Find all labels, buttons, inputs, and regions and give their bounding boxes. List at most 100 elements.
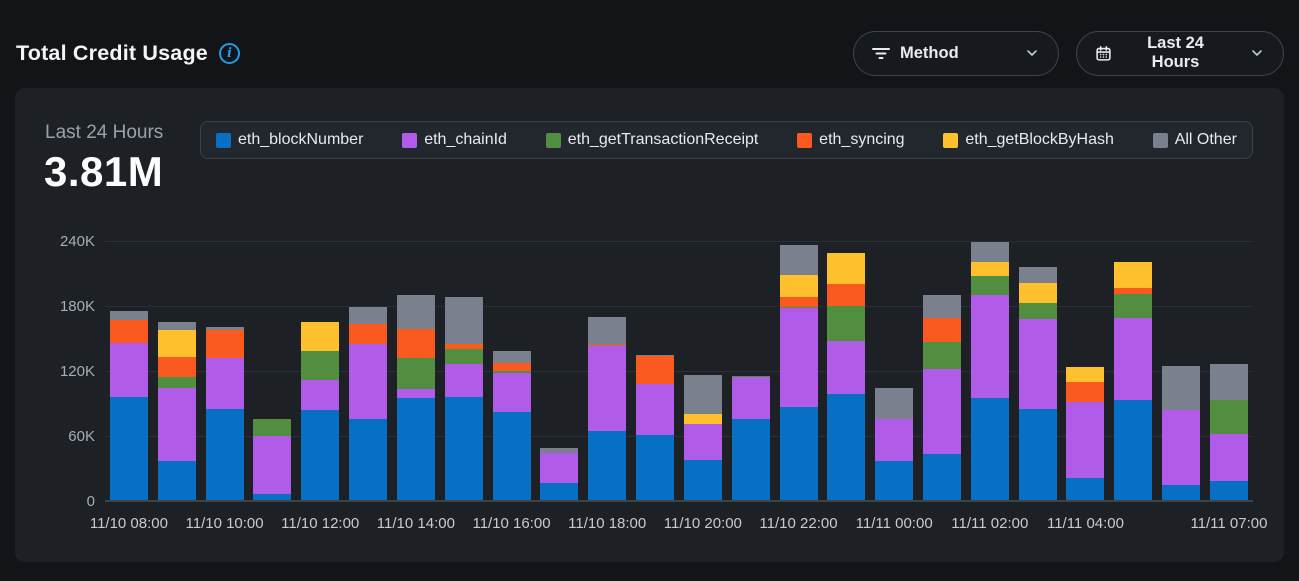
legend-item-eth_blockNumber[interactable]: eth_blockNumber: [216, 131, 363, 149]
segment-eth_getTransactionReceipt[interactable]: [157, 377, 196, 389]
segment-eth_chainId[interactable]: [205, 357, 244, 409]
segment-eth_syncing[interactable]: [1114, 287, 1153, 295]
segment-All-Other[interactable]: [636, 354, 675, 356]
segment-eth_chainId[interactable]: [349, 343, 388, 419]
segment-eth_getBlockByHash[interactable]: [970, 261, 1009, 276]
segment-eth_getTransactionReceipt[interactable]: [1209, 400, 1248, 434]
segment-All-Other[interactable]: [157, 322, 196, 330]
segment-eth_syncing[interactable]: [205, 329, 244, 358]
segment-eth_getBlockByHash[interactable]: [1114, 261, 1153, 288]
segment-eth_getTransactionReceipt[interactable]: [922, 341, 961, 369]
segment-eth_getTransactionReceipt[interactable]: [301, 351, 340, 380]
segment-eth_blockNumber[interactable]: [731, 418, 770, 502]
segment-All-Other[interactable]: [875, 388, 914, 419]
segment-eth_getBlockByHash[interactable]: [301, 322, 340, 352]
segment-eth_getTransactionReceipt[interactable]: [1114, 294, 1153, 318]
segment-eth_blockNumber[interactable]: [540, 482, 579, 502]
segment-eth_chainId[interactable]: [396, 389, 435, 398]
segment-eth_getBlockByHash[interactable]: [827, 252, 866, 285]
segment-eth_chainId[interactable]: [1209, 433, 1248, 482]
segment-All-Other[interactable]: [444, 297, 483, 344]
info-icon[interactable]: i: [218, 42, 240, 64]
segment-All-Other[interactable]: [540, 447, 579, 454]
segment-eth_chainId[interactable]: [636, 383, 675, 435]
segment-eth_blockNumber[interactable]: [970, 398, 1009, 502]
segment-eth_getBlockByHash[interactable]: [1018, 283, 1057, 303]
segment-eth_blockNumber[interactable]: [492, 412, 531, 502]
segment-eth_blockNumber[interactable]: [588, 430, 627, 502]
segment-eth_chainId[interactable]: [157, 388, 196, 461]
segment-All-Other[interactable]: [683, 375, 722, 415]
segment-eth_syncing[interactable]: [922, 317, 961, 342]
segment-eth_chainId[interactable]: [492, 373, 531, 413]
segment-eth_chainId[interactable]: [827, 340, 866, 394]
method-filter-dropdown[interactable]: Method: [853, 30, 1059, 76]
segment-All-Other[interactable]: [779, 245, 818, 275]
segment-eth_chainId[interactable]: [1162, 409, 1201, 485]
segment-eth_syncing[interactable]: [109, 320, 148, 343]
segment-eth_chainId[interactable]: [1114, 317, 1153, 401]
segment-eth_chainId[interactable]: [588, 346, 627, 431]
legend-item-eth_getTransactionReceipt[interactable]: eth_getTransactionReceipt: [545, 131, 758, 149]
segment-eth_getBlockByHash[interactable]: [1066, 366, 1105, 382]
segment-eth_getTransactionReceipt[interactable]: [1018, 302, 1057, 319]
segment-All-Other[interactable]: [1209, 364, 1248, 401]
segment-All-Other[interactable]: [109, 311, 148, 321]
segment-All-Other[interactable]: [349, 307, 388, 325]
segment-eth_blockNumber[interactable]: [444, 396, 483, 502]
segment-eth_syncing[interactable]: [157, 356, 196, 378]
segment-eth_syncing[interactable]: [349, 324, 388, 344]
segment-eth_blockNumber[interactable]: [253, 494, 292, 502]
segment-eth_chainId[interactable]: [109, 342, 148, 397]
segment-eth_blockNumber[interactable]: [1066, 478, 1105, 502]
segment-eth_blockNumber[interactable]: [349, 418, 388, 502]
segment-eth_blockNumber[interactable]: [396, 398, 435, 502]
segment-eth_chainId[interactable]: [779, 308, 818, 407]
segment-eth_getBlockByHash[interactable]: [157, 329, 196, 357]
segment-eth_chainId[interactable]: [683, 424, 722, 460]
segment-eth_chainId[interactable]: [875, 418, 914, 461]
legend-item-eth_getBlockByHash[interactable]: eth_getBlockByHash: [943, 131, 1114, 149]
segment-eth_syncing[interactable]: [1066, 381, 1105, 403]
segment-eth_chainId[interactable]: [444, 364, 483, 397]
segment-eth_syncing[interactable]: [827, 284, 866, 306]
segment-eth_getTransactionReceipt[interactable]: [827, 305, 866, 341]
segment-eth_getTransactionReceipt[interactable]: [444, 349, 483, 365]
segment-eth_blockNumber[interactable]: [1162, 484, 1201, 502]
segment-eth_getTransactionReceipt[interactable]: [396, 357, 435, 390]
segment-eth_blockNumber[interactable]: [109, 396, 148, 502]
segment-All-Other[interactable]: [588, 316, 627, 345]
segment-All-Other[interactable]: [970, 242, 1009, 262]
segment-eth_getTransactionReceipt[interactable]: [492, 370, 531, 374]
segment-All-Other[interactable]: [205, 326, 244, 330]
segment-All-Other[interactable]: [922, 295, 961, 318]
legend-item-eth_syncing[interactable]: eth_syncing: [797, 131, 905, 149]
segment-eth_blockNumber[interactable]: [1209, 481, 1248, 502]
segment-eth_syncing[interactable]: [492, 363, 531, 371]
segment-All-Other[interactable]: [1018, 266, 1057, 284]
segment-eth_blockNumber[interactable]: [636, 434, 675, 502]
segment-eth_chainId[interactable]: [922, 368, 961, 455]
segment-eth_blockNumber[interactable]: [157, 460, 196, 502]
segment-All-Other[interactable]: [396, 295, 435, 329]
segment-eth_syncing[interactable]: [588, 344, 627, 346]
segment-eth_syncing[interactable]: [396, 328, 435, 358]
segment-eth_getTransactionReceipt[interactable]: [731, 376, 770, 378]
segment-eth_blockNumber[interactable]: [779, 406, 818, 502]
segment-eth_getBlockByHash[interactable]: [779, 274, 818, 298]
segment-eth_chainId[interactable]: [1018, 318, 1057, 409]
segment-eth_getTransactionReceipt[interactable]: [970, 275, 1009, 296]
segment-eth_chainId[interactable]: [301, 379, 340, 410]
time-range-dropdown[interactable]: Last 24 Hours: [1076, 30, 1284, 76]
segment-eth_blockNumber[interactable]: [301, 409, 340, 502]
segment-eth_chainId[interactable]: [253, 435, 292, 495]
segment-eth_syncing[interactable]: [444, 343, 483, 350]
segment-eth_blockNumber[interactable]: [683, 459, 722, 502]
segment-eth_syncing[interactable]: [636, 355, 675, 384]
segment-eth_chainId[interactable]: [731, 377, 770, 419]
segment-eth_chainId[interactable]: [540, 453, 579, 483]
segment-eth_chainId[interactable]: [970, 295, 1009, 398]
segment-eth_syncing[interactable]: [779, 297, 818, 308]
legend-item-All-Other[interactable]: All Other: [1152, 131, 1237, 149]
legend-item-eth_chainId[interactable]: eth_chainId: [402, 131, 507, 149]
